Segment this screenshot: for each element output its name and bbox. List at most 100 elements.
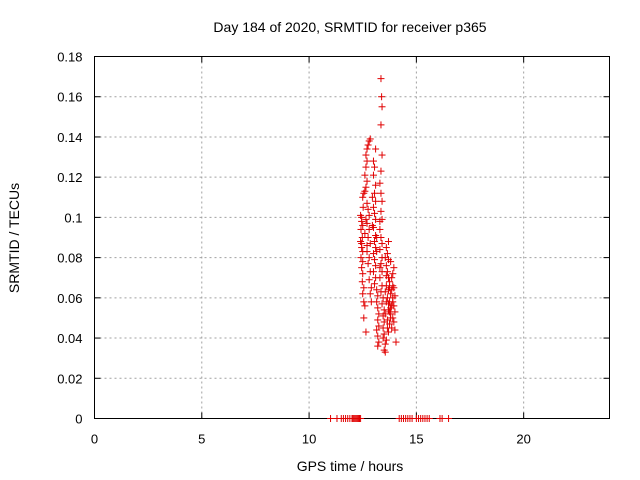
data-point — [374, 342, 382, 350]
data-point — [372, 215, 380, 223]
data-point — [378, 300, 386, 308]
data-point — [380, 330, 388, 338]
data-point — [376, 274, 384, 282]
data-point — [365, 276, 373, 284]
data-point — [366, 290, 374, 298]
data-point — [388, 274, 396, 282]
data-point — [359, 203, 367, 211]
data-point — [361, 229, 369, 237]
data-point — [378, 151, 386, 159]
data-point — [361, 187, 369, 195]
data-point — [365, 211, 373, 219]
data-point — [381, 340, 389, 348]
data-point — [375, 322, 383, 330]
data-point — [367, 284, 375, 292]
data-point — [382, 244, 390, 252]
y-axis-label: SRMTID / TECUs — [6, 183, 22, 293]
data-point — [389, 282, 397, 290]
data-point — [390, 318, 398, 326]
data-point — [445, 415, 453, 422]
data-point — [373, 286, 381, 294]
data-point — [358, 240, 366, 248]
data-point — [327, 415, 335, 422]
data-point — [376, 225, 384, 233]
x-axis-label: GPS time / hours — [297, 458, 404, 474]
data-point — [376, 217, 384, 225]
data-point — [389, 298, 397, 306]
y-tick-label: 0.14 — [57, 130, 82, 145]
data-point — [386, 278, 394, 286]
data-point — [389, 270, 397, 278]
data-point — [369, 203, 377, 211]
y-tick-label: 0 — [75, 412, 82, 427]
data-point — [358, 264, 366, 272]
data-point — [358, 213, 366, 221]
data-point — [384, 328, 392, 336]
data-point — [390, 264, 398, 272]
data-point — [371, 163, 379, 171]
data-point — [364, 205, 372, 213]
data-point — [357, 254, 365, 262]
x-tick-label: 5 — [198, 432, 205, 447]
data-point — [368, 193, 376, 201]
y-tick-label: 0.08 — [57, 251, 82, 266]
data-point — [377, 75, 385, 83]
data-point — [392, 338, 400, 346]
data-point — [361, 171, 369, 179]
data-point — [375, 338, 383, 346]
data-point — [375, 310, 383, 318]
data-point — [377, 121, 385, 129]
point-layer — [327, 75, 453, 422]
data-point — [377, 260, 385, 268]
data-point — [364, 234, 372, 241]
y-tick-label: 0.06 — [57, 291, 82, 306]
data-point — [363, 177, 371, 185]
data-point — [373, 326, 381, 334]
data-point — [371, 189, 379, 197]
data-point — [382, 262, 390, 270]
y-tick-label: 0.18 — [57, 50, 82, 65]
data-point — [377, 189, 385, 197]
data-point — [372, 181, 380, 189]
data-point — [359, 221, 367, 229]
data-point — [369, 268, 377, 276]
data-point — [377, 234, 385, 241]
data-point — [363, 219, 371, 227]
data-point — [390, 302, 398, 310]
data-point — [360, 314, 368, 322]
data-point — [373, 298, 381, 306]
plot-frame — [94, 56, 610, 419]
data-point — [425, 415, 433, 422]
data-point — [372, 197, 380, 205]
data-point — [391, 326, 399, 334]
data-point — [381, 348, 389, 356]
y-tick-label: 0.04 — [57, 331, 82, 346]
data-point — [365, 225, 373, 233]
data-point — [378, 93, 386, 101]
data-point — [358, 278, 366, 286]
y-tick-label: 0.02 — [57, 371, 82, 386]
data-point — [363, 157, 371, 165]
data-point — [376, 246, 384, 254]
data-point — [359, 258, 367, 266]
data-point — [378, 103, 386, 111]
data-point — [359, 270, 367, 278]
x-tick-label: 0 — [91, 432, 98, 447]
data-point — [378, 240, 386, 248]
data-point — [362, 183, 370, 191]
data-point — [384, 238, 392, 246]
data-point — [381, 310, 389, 318]
data-point — [362, 163, 370, 171]
data-point — [377, 167, 385, 175]
x-tick-label: 10 — [302, 432, 316, 447]
data-point — [359, 193, 367, 201]
data-point — [357, 415, 365, 422]
chart-title: Day 184 of 2020, SRMTID for receiver p36… — [213, 19, 486, 35]
data-point — [374, 332, 382, 340]
data-point — [383, 250, 391, 258]
data-point — [361, 302, 369, 310]
data-point — [377, 207, 385, 215]
data-point — [363, 145, 371, 153]
data-point — [364, 141, 372, 149]
